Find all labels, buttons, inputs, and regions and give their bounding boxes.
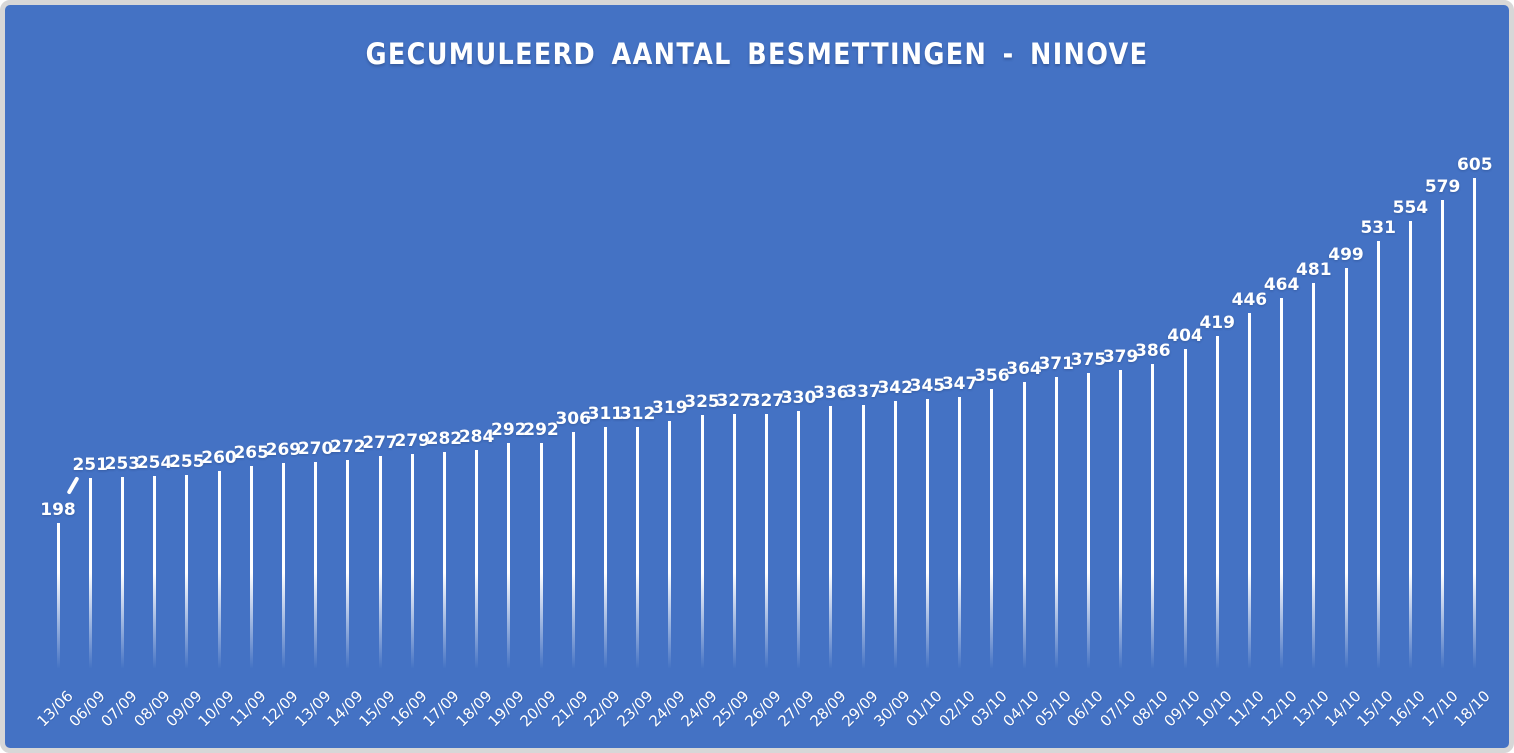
value-label: 386 [1135,340,1171,361]
bar [153,475,157,691]
value-label: 337 [845,382,881,403]
value-label: 330 [780,388,817,409]
bar [764,413,768,691]
value-label: 327 [748,390,785,411]
value-label: 325 [684,392,720,413]
bar [700,415,704,691]
bar [1473,178,1477,691]
bar [1376,240,1380,691]
value-label: 260 [201,447,237,468]
value-label: 306 [555,408,591,429]
value-label: 579 [1424,177,1461,198]
bar [668,420,672,691]
bar [797,411,801,691]
value-label: 198 [40,500,76,521]
value-label: 375 [1070,350,1107,371]
bar [1054,376,1058,691]
bar [120,476,124,691]
bar [1086,373,1090,691]
value-label: 319 [652,397,688,418]
value-label: 254 [136,452,173,473]
bar [1022,382,1026,691]
bar [217,470,221,691]
bar [1408,221,1412,691]
bar [571,431,575,691]
bar [1119,369,1123,691]
value-label: 554 [1392,198,1429,219]
bar [990,389,994,691]
bar [1215,335,1219,691]
value-label: 481 [1296,260,1332,281]
bar [185,474,189,691]
value-label: 531 [1360,217,1396,238]
bar [829,406,833,691]
value-label: 404 [1167,325,1203,346]
bar [1183,348,1187,691]
bar [893,401,897,691]
bar [1344,267,1348,691]
bar [88,478,92,691]
value-label: 292 [523,420,559,441]
bar [442,451,446,691]
bar [1312,283,1316,691]
plot-area: 198 13/06 251 06/09 253 07/09 254 08/09 255 09/09… [5,5,1509,748]
value-label: 345 [909,375,946,396]
value-label: 269 [265,439,302,460]
bar [925,398,929,691]
bar [958,396,962,691]
bar [56,523,60,691]
bar [732,413,736,691]
bar [410,454,414,691]
value-label: 379 [1102,346,1139,367]
bar [603,427,607,691]
bar [378,456,382,691]
value-label: 251 [72,455,108,476]
bar [507,443,511,691]
bar [861,405,865,691]
value-label: 284 [458,427,495,448]
value-label: 272 [330,437,366,458]
value-label: 282 [426,428,463,449]
value-label: 605 [1457,155,1493,176]
value-label: 342 [877,378,913,399]
value-label: 327 [716,390,752,411]
value-label: 364 [1006,359,1042,380]
value-label: 255 [169,451,205,472]
value-label: 311 [587,404,624,425]
bar [475,450,479,691]
bar [1441,200,1445,691]
value-label: 270 [297,439,334,460]
bar [346,460,350,691]
value-label: 253 [104,453,141,474]
value-label: 356 [974,366,1010,387]
bar [1151,363,1155,691]
bar [281,462,285,691]
value-label: 419 [1199,312,1235,333]
value-label: 347 [941,373,978,394]
bar [636,426,640,691]
chart-title: GECUMULEERD AANTAL BESMETTINGEN - NINOVE [365,37,1149,72]
value-label: 446 [1231,289,1268,310]
bar [314,462,318,691]
value-label: 336 [813,383,849,404]
value-label: 499 [1328,244,1364,265]
bar [1247,312,1251,691]
value-label: 312 [619,403,656,424]
value-label: 371 [1038,353,1074,374]
value-label: 464 [1263,274,1300,295]
bar [249,466,253,691]
value-label: 292 [491,420,527,441]
value-label: 279 [394,431,430,452]
bar [539,443,543,691]
bar [1280,297,1284,691]
value-label: 265 [233,443,269,464]
axis-break-mark [66,476,79,495]
value-label: 277 [362,433,398,454]
